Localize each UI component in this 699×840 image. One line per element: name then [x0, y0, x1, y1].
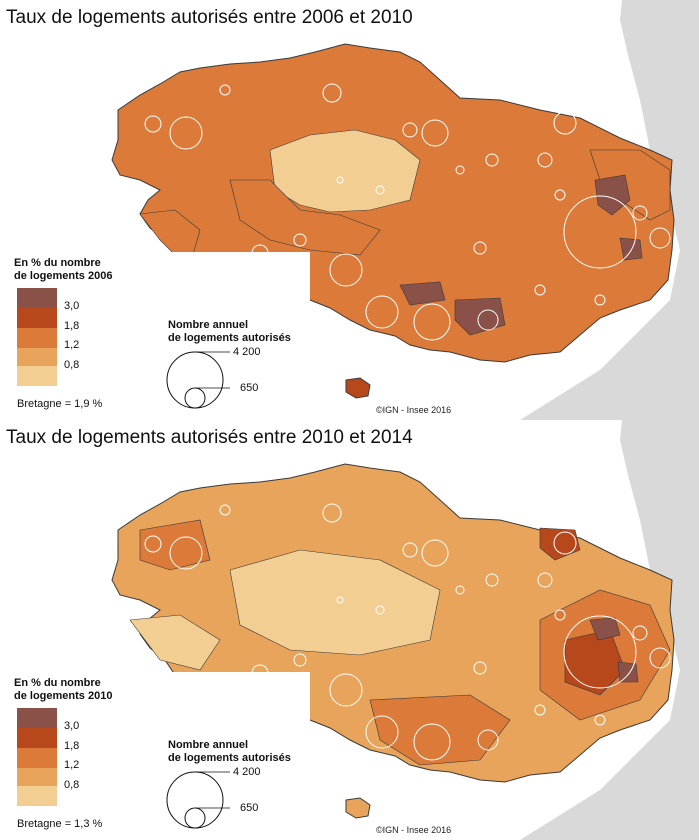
size-label-small: 650 — [240, 802, 259, 814]
legend-swatch-5 — [17, 366, 57, 386]
brittany-map — [111, 420, 699, 840]
legend-title: En % du nombre de logements 2010 — [14, 677, 113, 702]
legend-tick-3-0: 3,0 — [64, 720, 80, 732]
zone-vannes — [399, 281, 446, 306]
size-circle-small — [184, 807, 206, 829]
circle-rennes — [563, 195, 637, 269]
legend-tick-3-0: 3,0 — [64, 300, 80, 312]
zone-rennes — [594, 174, 631, 216]
legend-swatch-5 — [17, 786, 57, 806]
circle-lorient — [365, 295, 399, 329]
zone-south — [369, 694, 511, 766]
size-legend-title: Nombre annuel de logements autorisés — [168, 739, 291, 764]
circle-quimper — [329, 253, 363, 287]
map-credit: ©IGN - Insee 2016 — [376, 405, 452, 415]
legend-swatch-2 — [17, 728, 57, 748]
size-legend-title: Nombre annuel de logements autorisés — [168, 319, 291, 344]
legend-tick-0-8: 0,8 — [64, 779, 80, 791]
circle-stbrieuc — [421, 119, 449, 147]
legend-swatch-4 — [17, 348, 57, 368]
circle-stbrieuc — [421, 539, 449, 567]
brittany-map — [111, 0, 699, 420]
legend-title: En % du nombre de logements 2006 — [14, 257, 113, 282]
circle-rennes — [563, 615, 637, 689]
map-title: Taux de logements autorisés entre 2010 e… — [6, 427, 413, 448]
legend-swatch-3 — [17, 748, 57, 768]
legend-swatch-3 — [17, 328, 57, 348]
circle-stmalo — [553, 531, 577, 555]
zone-stmalo — [539, 527, 581, 561]
legend-swatch-4 — [17, 768, 57, 788]
legend-tick-1-8: 1,8 — [64, 740, 80, 752]
circle-stmalo — [553, 111, 577, 135]
map-credit: ©IGN - Insee 2016 — [376, 825, 452, 835]
circle-east — [649, 227, 671, 249]
legend-swatch-2 — [17, 308, 57, 328]
size-circle-large — [166, 771, 224, 829]
island-belle-ile — [345, 377, 371, 399]
circle-brest — [169, 536, 203, 570]
legend-tick-1-2: 1,2 — [64, 759, 80, 771]
size-label-large: 4 200 — [233, 766, 261, 778]
map-panel-2010-2014: Taux de logements autorisés entre 2010 e… — [0, 420, 699, 840]
legend-tick-0-8: 0,8 — [64, 359, 80, 371]
size-legend-circles — [166, 351, 230, 409]
size-legend-circles — [166, 771, 230, 829]
size-label-large: 4 200 — [233, 346, 261, 358]
legend-tick-1-8: 1,8 — [64, 320, 80, 332]
size-circle-small — [184, 387, 206, 409]
legend-panel — [10, 252, 310, 418]
zone-rennes-east — [617, 661, 639, 683]
map-panel-2006-2010: Taux de logements autorisés entre 2006 e… — [6, 0, 699, 420]
circle-east — [649, 647, 671, 669]
circle-brest — [169, 116, 203, 150]
zone-west-light — [129, 614, 221, 671]
legend-swatch-top — [17, 708, 57, 728]
size-circle-large — [166, 351, 224, 409]
zone-center — [229, 549, 441, 656]
circle-lorient — [365, 715, 399, 749]
neighbor-land — [520, 0, 699, 420]
size-label-small: 650 — [240, 382, 259, 394]
region-average: Bretagne = 1,9 % — [17, 398, 103, 410]
legend-tick-1-2: 1,2 — [64, 339, 80, 351]
region-average: Bretagne = 1,3 % — [17, 818, 103, 830]
circle-vannes — [413, 303, 451, 341]
neighbor-land — [520, 420, 699, 840]
circle-quimper — [329, 673, 363, 707]
circle-vannes — [413, 723, 451, 761]
map-title: Taux de logements autorisés entre 2006 e… — [6, 7, 413, 28]
island-belle-ile — [345, 797, 371, 819]
zone-brest — [139, 519, 211, 571]
legend-swatch-top — [17, 288, 57, 308]
zone-center-mid — [229, 179, 381, 256]
zone-rennes-core — [589, 617, 621, 641]
legend-panel — [10, 672, 310, 838]
zone-center — [269, 129, 421, 213]
zone-rennes-east — [619, 237, 643, 261]
